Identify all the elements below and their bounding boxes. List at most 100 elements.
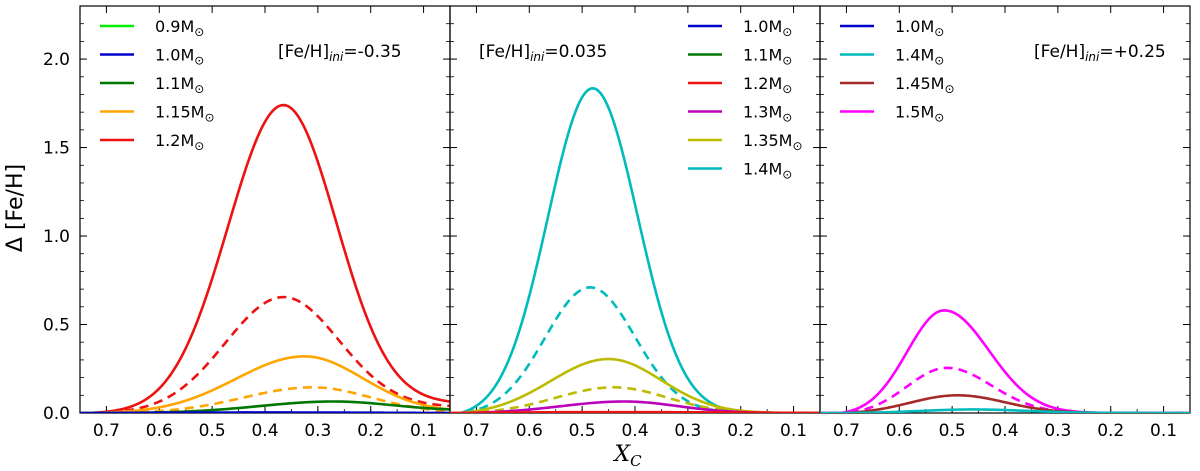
- sun-symbol: ⊙: [934, 111, 944, 125]
- sun-symbol: ⊙: [194, 139, 204, 153]
- legend-mass: 1.3M: [743, 103, 782, 122]
- annotation-main: [Fe/H]: [479, 42, 530, 62]
- sun-symbol: ⊙: [782, 54, 792, 68]
- annotation-sub: ini: [329, 50, 344, 64]
- legend-mass: 1.35M: [743, 131, 792, 150]
- x-tick-label: 0.7: [833, 421, 860, 441]
- legend-label: 1.2M⊙: [155, 131, 204, 153]
- sun-symbol: ⊙: [792, 139, 802, 153]
- sun-symbol: ⊙: [782, 82, 792, 96]
- y-tick-label: 0.0: [43, 404, 70, 424]
- annotation-value: =+0.25: [1099, 42, 1165, 62]
- x-axis-label-main: X: [612, 442, 631, 467]
- y-axis-label: Δ [Fe/H]: [3, 164, 28, 252]
- x-axis-label-sub: C: [630, 452, 642, 470]
- legend-label: 1.15M⊙: [155, 103, 215, 125]
- series-line-1p2M-solid: [450, 410, 820, 413]
- legend-mass: 1.5M: [895, 103, 934, 122]
- legend-label: 1.1M⊙: [155, 74, 204, 96]
- sun-symbol: ⊙: [194, 54, 204, 68]
- series-line-1p5M-dashed: [820, 366, 1190, 413]
- x-tick-label: 0.7: [93, 421, 120, 441]
- legend-label: 1.4M⊙: [895, 46, 944, 68]
- legend-label: 1.4M⊙: [743, 160, 792, 182]
- sun-symbol: ⊙: [194, 82, 204, 96]
- series-line-1p0M-solid: [80, 411, 450, 413]
- x-tick-label: 0.4: [991, 421, 1018, 441]
- legend-label: 1.0M⊙: [155, 46, 204, 68]
- y-tick-label: 0.5: [43, 316, 70, 336]
- legend-mass: 1.1M: [743, 46, 782, 65]
- x-axis-label: XC: [612, 442, 642, 470]
- legend-mass: 1.0M: [743, 17, 782, 36]
- legend-mass: 1.1M: [155, 74, 194, 93]
- y-tick-label: 2.0: [43, 50, 70, 70]
- series-group: [820, 309, 1190, 413]
- legend-mass: 1.0M: [155, 46, 194, 65]
- series-line-1p5M-solid: [820, 309, 1190, 413]
- metallicity-annotation: [Fe/H]ini=-0.35: [278, 42, 402, 64]
- annotation-value: =0.035: [544, 42, 607, 62]
- legend-mass: 1.0M: [895, 17, 934, 36]
- legend-label: 1.35M⊙: [743, 131, 803, 153]
- legend-label: 1.0M⊙: [743, 17, 792, 39]
- x-tick-label: 0.3: [674, 421, 701, 441]
- sun-symbol: ⊙: [782, 168, 792, 182]
- x-tick-label: 0.5: [199, 421, 226, 441]
- x-tick-label: 0.6: [886, 421, 913, 441]
- metallicity-annotation: [Fe/H]ini=+0.25: [1034, 42, 1166, 64]
- annotation-value: =-0.35: [343, 42, 401, 62]
- series-line-1p4M-solid: [820, 408, 1190, 413]
- plot-frame: [79, 5, 451, 414]
- legend-mass: 1.4M: [895, 46, 934, 65]
- sun-symbol: ⊙: [944, 82, 954, 96]
- x-tick-label: 0.6: [146, 421, 173, 441]
- legend-mass: 1.2M: [743, 74, 782, 93]
- legend-label: 1.2M⊙: [743, 74, 792, 96]
- sun-symbol: ⊙: [204, 111, 214, 125]
- x-tick-label: 0.2: [357, 421, 384, 441]
- legend-mass: 1.4M: [743, 160, 782, 179]
- sun-symbol: ⊙: [194, 25, 204, 39]
- legend-label: 1.3M⊙: [743, 103, 792, 125]
- legend-label: 1.5M⊙: [895, 103, 944, 125]
- x-tick-label: 0.4: [251, 421, 278, 441]
- series-line-1p4M-dashed: [450, 286, 820, 413]
- x-tick-label: 0.2: [1097, 421, 1124, 441]
- x-tick-label: 0.3: [304, 421, 331, 441]
- series-line-1p35M-dashed: [450, 386, 820, 413]
- legend: 0.9M⊙1.0M⊙1.1M⊙1.15M⊙1.2M⊙: [100, 17, 215, 153]
- panel-middle: 0.7 0.6 0.5 0.4 0.3 0.2 0.11.0M⊙1.1M⊙1.2M⊙1.3M…: [449, 5, 821, 441]
- x-tick-label: 0.5: [569, 421, 596, 441]
- legend-label: 1.45M⊙: [895, 74, 955, 96]
- y-tick-label: 1.0: [43, 227, 70, 247]
- x-tick-label: 0.4: [621, 421, 648, 441]
- x-tick-label: 0.2: [727, 421, 754, 441]
- legend-label: 1.0M⊙: [895, 17, 944, 39]
- x-tick-label: 0.6: [516, 421, 543, 441]
- annotation-sub: ini: [530, 50, 545, 64]
- legend: 1.0M⊙1.1M⊙1.2M⊙1.3M⊙1.35M⊙1.4M⊙: [688, 17, 803, 182]
- panels: 0.7 0.6 0.5 0.4 0.3 0.2 0.1 0.0 0.5 1.0 1.5 2.0 0.9M…: [43, 5, 1191, 441]
- y-tick-label: 1.5: [43, 139, 70, 159]
- x-tick-label: 0.1: [410, 421, 437, 441]
- series-line-1p2M-solid: [80, 103, 450, 413]
- panel-right: 0.7 0.6 0.5 0.4 0.3 0.2 0.11.0M⊙1.4M⊙1.45M⊙1.5…: [819, 5, 1191, 441]
- legend-label: 0.9M⊙: [155, 17, 204, 39]
- x-tick-label: 0.1: [780, 421, 807, 441]
- legend-mass: 1.45M: [895, 74, 944, 93]
- metallicity-annotation: [Fe/H]ini=0.035: [479, 42, 607, 64]
- series-group: [80, 103, 450, 413]
- x-tick-label: 0.5: [939, 421, 966, 441]
- sun-symbol: ⊙: [782, 111, 792, 125]
- plot-frame: [819, 5, 1191, 414]
- x-tick-label: 0.1: [1150, 421, 1177, 441]
- sun-symbol: ⊙: [934, 25, 944, 39]
- legend-mass: 0.9M: [155, 17, 194, 36]
- series-line-1p15M-solid: [80, 355, 450, 413]
- annotation-main: [Fe/H]: [278, 42, 329, 62]
- legend: 1.0M⊙1.4M⊙1.45M⊙1.5M⊙: [840, 17, 955, 125]
- x-tick-label: 0.3: [1044, 421, 1071, 441]
- legend-mass: 1.15M: [155, 103, 204, 122]
